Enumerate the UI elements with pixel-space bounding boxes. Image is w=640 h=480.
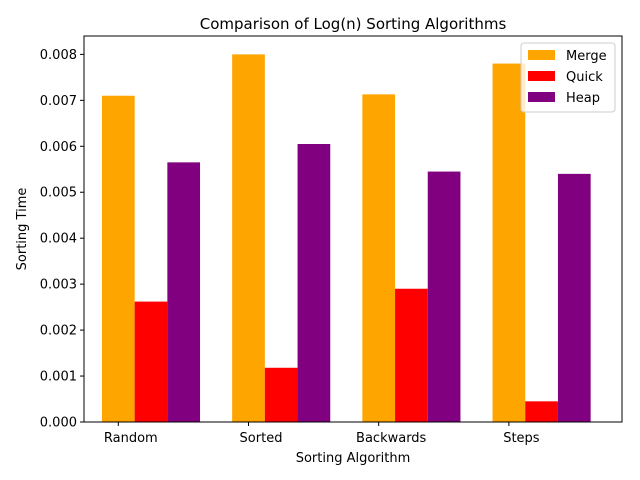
bar-quick-backwards — [395, 288, 428, 422]
legend-label-quick: Quick — [566, 70, 603, 85]
legend-items: Merge Quick Heap — [528, 49, 607, 106]
chart-title: Comparison of Log(n) Sorting Algorithms — [200, 15, 507, 33]
bar-heap-random — [167, 162, 201, 422]
bar-quick-random — [134, 301, 168, 422]
x-tick-label: Random — [104, 431, 158, 446]
y-tick-label: 0.008 — [40, 48, 77, 63]
legend-label-heap: Heap — [566, 91, 600, 106]
y-tick-label: 0.005 — [40, 186, 77, 201]
y-axis-label: Sorting Time — [15, 188, 30, 271]
bar-heap-sorted — [297, 143, 331, 423]
x-tick-label: Steps — [503, 431, 540, 446]
bar-quick-steps — [525, 401, 558, 422]
y-tick-label: 0.007 — [40, 94, 77, 109]
bar-heap-backwards — [427, 171, 461, 422]
legend-swatch-quick — [528, 71, 555, 81]
legend-swatch-heap — [528, 92, 555, 102]
y-tick-label: 0.000 — [40, 416, 77, 431]
y-tick-label: 0.002 — [40, 324, 77, 339]
y-axis-ticks: 0.000 0.001 0.002 0.003 0.004 0.005 0.006 0.007… — [40, 48, 84, 431]
x-tick-label: Backwards — [356, 431, 427, 446]
y-tick-label: 0.003 — [40, 278, 77, 293]
bar-heap-steps — [557, 173, 591, 422]
legend: Merge Quick Heap — [520, 42, 616, 113]
plot-frame — [83, 35, 623, 423]
bar-merge-steps — [492, 63, 526, 422]
x-axis-ticks: Random Sorted Backwards Steps — [104, 422, 540, 446]
bar-merge-sorted — [232, 54, 265, 422]
y-tick-label: 0.001 — [40, 370, 77, 385]
bar-merge-random — [101, 95, 135, 423]
x-tick-label: Sorted — [240, 431, 283, 446]
y-tick-label: 0.006 — [40, 140, 77, 155]
bar-merge-backwards — [362, 94, 396, 423]
bars-group — [101, 54, 591, 423]
x-axis-label: Sorting Algorithm — [296, 451, 411, 466]
legend-label-merge: Merge — [566, 49, 607, 64]
bar-quick-sorted — [264, 367, 298, 422]
legend-swatch-merge — [528, 50, 555, 60]
y-tick-label: 0.004 — [40, 232, 77, 247]
